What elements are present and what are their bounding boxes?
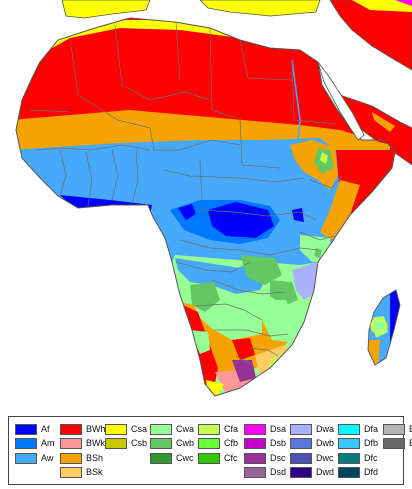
legend-swatch-cfb xyxy=(198,438,220,449)
legend-swatch-cwc xyxy=(150,453,172,464)
country-borders xyxy=(29,21,343,365)
legend-swatch-dsd xyxy=(244,467,266,478)
legend-swatch-dwb xyxy=(290,438,312,449)
legend-label-cfb: Cfb xyxy=(224,438,239,448)
legend-swatch-dwc xyxy=(290,453,312,464)
legend-label-bwh: BWh xyxy=(86,424,106,434)
angola-highlands xyxy=(190,282,220,312)
legend-swatch-dfb xyxy=(338,438,360,449)
lake-victoria-af xyxy=(292,208,304,222)
legend-label-bsk: BSk xyxy=(86,467,103,477)
legend-swatch-bwh xyxy=(60,424,82,435)
mozambique-cwa xyxy=(260,300,296,342)
legend-swatch-cwb xyxy=(150,438,172,449)
africa-climate-map xyxy=(15,0,412,397)
legend-label-dsd: Dsd xyxy=(270,467,287,477)
legend-swatch-bsk xyxy=(60,467,82,478)
legend-label-et: ET xyxy=(409,423,412,435)
africa-coastline xyxy=(15,17,396,397)
mozambique-dwa xyxy=(292,262,318,300)
tanzania-cwb xyxy=(314,248,322,258)
legend-swatch-aw xyxy=(15,453,37,464)
legend-label-dfd: Dfd xyxy=(364,467,379,477)
legend-swatch-dsc xyxy=(244,453,266,464)
legend-label-dwa: Dwa xyxy=(316,424,335,434)
legend-label-dfb: Dfb xyxy=(364,438,379,448)
legend-swatch-ef xyxy=(383,438,405,449)
legend-label-ef: EF xyxy=(409,437,412,449)
legend-label-aw: Aw xyxy=(41,453,54,463)
legend-swatch-dfc xyxy=(338,453,360,464)
legend-label-cfa: Cfa xyxy=(224,424,239,434)
legend-swatch-cwa xyxy=(150,424,172,435)
red-sea xyxy=(317,61,365,141)
legend-label-bsh: BSh xyxy=(86,453,104,463)
legend-swatch-dsb xyxy=(244,438,266,449)
climate-legend: Af Am Aw BWh BWk BSh BSk Csa Csb Cwa Cwb Cwc Cfa Cfb C… xyxy=(8,416,412,485)
zambia-cwb xyxy=(240,255,282,285)
legend-swatch-dfa xyxy=(338,424,360,435)
karoo-dsc xyxy=(232,360,256,382)
yemen-region xyxy=(372,112,395,132)
legend-label-dsc: Dsc xyxy=(270,453,286,463)
legend-swatch-af xyxy=(15,424,37,435)
zimbabwe-cwb xyxy=(270,280,298,306)
gabon-af xyxy=(178,204,196,220)
namibia-cwa xyxy=(190,330,210,354)
iberia-region xyxy=(61,0,151,19)
kenya-steppe xyxy=(320,180,360,240)
legend-label-cwc: Cwc xyxy=(176,453,194,463)
middle-east-region xyxy=(329,0,412,71)
balkans-region xyxy=(199,0,321,17)
legend-swatch-dsa xyxy=(244,424,266,435)
madagascar xyxy=(367,289,401,366)
legend-label-bwk: BWk xyxy=(86,438,105,448)
legend-swatch-dwa xyxy=(290,424,312,435)
legend-swatch-et xyxy=(383,424,405,435)
levant-band xyxy=(352,0,412,12)
kalahari-desert xyxy=(232,338,255,360)
congo-af xyxy=(208,202,274,238)
northern-landmasses xyxy=(61,0,412,166)
legend-swatch-bsh xyxy=(60,453,82,464)
legend-swatch-dfd xyxy=(338,467,360,478)
nile-river xyxy=(291,59,301,141)
legend-label-dsa: Dsa xyxy=(270,424,287,434)
legend-swatch-csa xyxy=(105,424,127,435)
legend-swatch-am xyxy=(15,438,37,449)
legend-label-csb: Csb xyxy=(131,438,148,448)
legend-swatch-bwk xyxy=(60,438,82,449)
ethiopian-cfa xyxy=(320,152,328,164)
legend-label-cwa: Cwa xyxy=(176,424,195,434)
dsa-spot xyxy=(395,0,412,6)
legend-label-dwc: Dwc xyxy=(316,453,334,463)
legend-swatch-dwd xyxy=(290,467,312,478)
africa-continent xyxy=(15,17,396,397)
legend-swatch-csb xyxy=(105,438,127,449)
legend-label-dwb: Dwb xyxy=(316,438,335,448)
legend-swatch-cfa xyxy=(198,424,220,435)
legend-swatch-cfc xyxy=(198,453,220,464)
arabia-region xyxy=(339,94,412,166)
legend-label-am: Am xyxy=(41,438,55,448)
legend-label-cfc: Cfc xyxy=(224,453,238,463)
legend-label-cwb: Cwb xyxy=(176,438,195,448)
legend-label-af: Af xyxy=(41,424,50,434)
legend-label-dwd: Dwd xyxy=(316,467,335,477)
legend-label-dfc: Dfc xyxy=(364,453,378,463)
legend-label-csa: Csa xyxy=(131,424,148,434)
legend-label-dsb: Dsb xyxy=(270,438,287,448)
legend-label-dfa: Dfa xyxy=(364,424,379,434)
